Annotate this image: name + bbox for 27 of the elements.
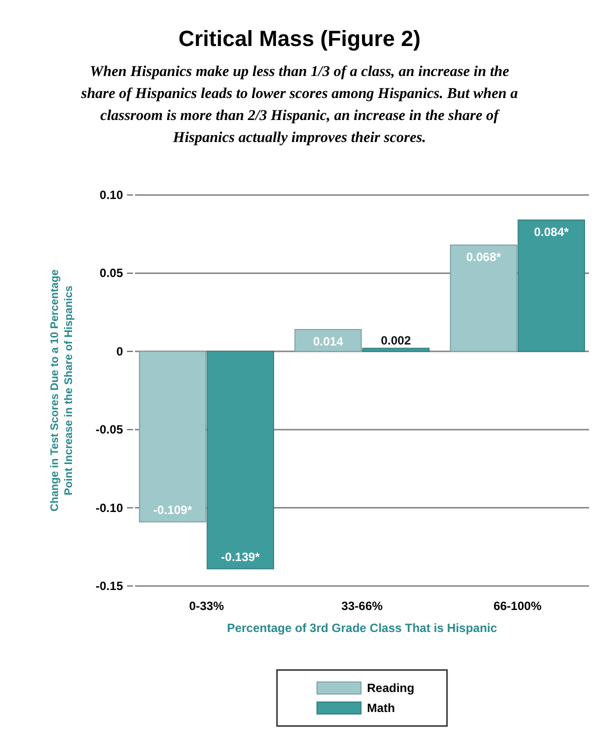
- bar: [294, 329, 362, 352]
- y-tick-label: 0.05: [100, 266, 124, 280]
- x-tick-label: 33-66%: [341, 599, 384, 613]
- data-label: 0.002: [380, 333, 412, 348]
- x-tick-label: 0-33%: [189, 599, 224, 613]
- legend-label: Math: [367, 701, 395, 715]
- chart-title: Critical Mass (Figure 2): [178, 26, 421, 51]
- data-label: 0.014: [313, 334, 344, 349]
- data-label: 0.084*: [534, 225, 570, 240]
- y-tick-label: -0.10: [96, 500, 124, 515]
- x-tick-label: 66-100%: [493, 599, 542, 613]
- data-label: -0.109*: [153, 502, 192, 517]
- y-tick-label: 0: [116, 344, 124, 358]
- y-tick-label: 0.10: [100, 188, 124, 202]
- x-axis-title: Percentage of 3rd Grade Class That is Hispanic: [226, 621, 498, 635]
- bar: [518, 220, 586, 352]
- bar: [450, 244, 518, 352]
- bar: [138, 350, 206, 522]
- bar: [362, 348, 430, 352]
- legend-label: Reading: [367, 681, 414, 695]
- data-label: -0.139*: [221, 550, 260, 564]
- bar: [206, 350, 274, 570]
- chart-subtitle: When Hispanics make up less than 1/3 of a class, an increase in the share of Hispanics leads to lower scores among Hispanics. But when a classroom is more than 2/3 Hispanic, an increase in the share of Hispanics actually improves their scores.: [80, 64, 518, 146]
- y-tick-label: -0.15: [96, 579, 124, 593]
- data-label: 0.068*: [466, 250, 502, 264]
- y-tick-label: -0.05: [96, 422, 124, 437]
- y-axis-title: Change in Test Scores Due to a 10 Percentage Point Increase in the Share of Hispanics: [49, 270, 75, 512]
